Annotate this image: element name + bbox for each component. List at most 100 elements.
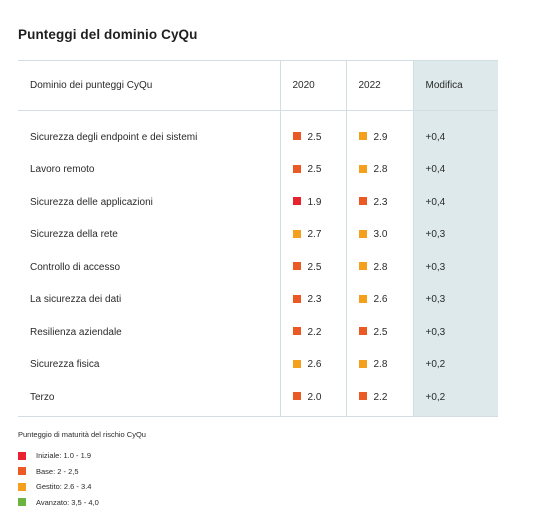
- score-2022-cell: 2.8: [345, 153, 413, 186]
- score-value: 2.2: [373, 391, 388, 403]
- table-row: Sicurezza delle applicazioni 1.9 2.3 +0,4: [18, 186, 498, 219]
- maturity-square-icon: [292, 359, 301, 368]
- score-value: 3.0: [373, 229, 388, 241]
- maturity-square-icon: [358, 164, 367, 173]
- maturity-square-icon: [358, 294, 367, 303]
- maturity-square-icon: [358, 392, 367, 401]
- score-2020-cell: 2.2: [279, 316, 346, 349]
- score-value: 2.5: [373, 326, 388, 338]
- maturity-square-icon: [358, 359, 367, 368]
- domain-cell: Resilienza aziendale: [30, 326, 122, 338]
- score-2020-cell: 2.5: [279, 251, 346, 284]
- maturity-square-icon: [358, 262, 367, 271]
- legend-square-icon: [18, 467, 26, 476]
- change-cell: +0,3: [412, 316, 498, 349]
- score-2022-cell: 2.2: [345, 381, 413, 417]
- maturity-square-icon: [292, 392, 301, 401]
- legend-label: Avanzato: 3,5 - 4,0: [36, 497, 99, 507]
- legend: Punteggio di maturità del rischio CyQu I…: [18, 430, 146, 510]
- legend-square-icon: [18, 451, 26, 460]
- score-value: 2.5: [307, 261, 322, 273]
- maturity-square-icon: [292, 262, 301, 271]
- change-cell: +0,4: [412, 153, 498, 186]
- header-2020: 2020: [279, 60, 346, 111]
- score-2020-cell: 2.5: [279, 110, 346, 154]
- score-value: 2.6: [373, 294, 388, 306]
- change-cell: +0,3: [412, 218, 498, 251]
- change-cell: +0,4: [412, 110, 498, 154]
- change-cell: +0,2: [412, 348, 498, 381]
- legend-title: Punteggio di maturità del rischio CyQu: [18, 430, 146, 439]
- header-2022: 2022: [345, 60, 413, 111]
- page-title: Punteggi del dominio CyQu: [18, 27, 198, 42]
- change-cell: +0,3: [412, 283, 498, 316]
- maturity-square-icon: [358, 327, 367, 336]
- score-value: 2.2: [307, 326, 322, 338]
- maturity-square-icon: [292, 164, 301, 173]
- domain-cell: Sicurezza degli endpoint e dei sistemi: [30, 131, 198, 143]
- legend-label: Gestito: 2.6 - 3.4: [36, 482, 92, 492]
- legend-label: Base: 2 - 2,5: [36, 466, 79, 476]
- maturity-square-icon: [292, 197, 301, 206]
- score-2022-cell: 3.0: [345, 218, 413, 251]
- score-2022-cell: 2.8: [345, 348, 413, 381]
- change-cell: +0,2: [412, 381, 498, 417]
- change-cell: +0,3: [412, 251, 498, 284]
- legend-item: Base: 2 - 2,5: [18, 464, 146, 480]
- score-value: 2.6: [307, 359, 322, 371]
- score-2022-cell: 2.9: [345, 110, 413, 154]
- score-2020-cell: 2.5: [279, 153, 346, 186]
- domain-cell: La sicurezza dei dati: [30, 294, 122, 306]
- domain-cell: Sicurezza della rete: [30, 229, 118, 241]
- change-cell: +0,4: [412, 186, 498, 219]
- score-value: 1.9: [307, 196, 322, 208]
- maturity-square-icon: [292, 327, 301, 336]
- score-value: 2.7: [307, 229, 322, 241]
- domain-cell: Terzo: [18, 381, 280, 417]
- score-2022-cell: 2.3: [345, 186, 413, 219]
- score-value: 2.5: [307, 131, 322, 143]
- table-row: Sicurezza degli endpoint e dei sistemi 2.…: [18, 110, 498, 154]
- scores-table: Dominio dei punteggi CyQu 2020 2022 Modi…: [18, 60, 498, 417]
- maturity-square-icon: [358, 197, 367, 206]
- domain-cell: Sicurezza fisica: [30, 359, 100, 371]
- domain-cell: Sicurezza delle applicazioni: [30, 196, 153, 208]
- table-row: Terzo 2.0 2.2 +0,2: [18, 381, 498, 417]
- table-row: Controllo di accesso 2.5 2.8 +0,3: [18, 251, 498, 284]
- table-row: Sicurezza della rete 2.7 3.0 +0,3: [18, 218, 498, 251]
- maturity-square-icon: [358, 229, 367, 238]
- table-row: La sicurezza dei dati 2.3 2.6 +0,3: [18, 283, 498, 316]
- score-value: 2.8: [373, 261, 388, 273]
- legend-square-icon: [18, 482, 26, 491]
- score-value: 2.8: [373, 359, 388, 371]
- legend-square-icon: [18, 498, 26, 507]
- domain-cell: Controllo di accesso: [30, 261, 121, 273]
- score-value: 2.0: [307, 391, 322, 403]
- score-2020-cell: 2.3: [279, 283, 346, 316]
- score-2022-cell: 2.5: [345, 316, 413, 349]
- legend-label: Iniziale: 1.0 - 1.9: [36, 451, 92, 461]
- maturity-square-icon: [292, 229, 301, 238]
- score-value: 2.8: [373, 164, 388, 176]
- header-change: Modifica: [412, 60, 498, 111]
- legend-item: Iniziale: 1.0 - 1.9: [18, 448, 146, 464]
- score-2020-cell: 2.6: [279, 348, 346, 381]
- table-row: Sicurezza fisica 2.6 2.8 +0,2: [18, 348, 498, 381]
- maturity-square-icon: [358, 132, 367, 141]
- domain-cell: Lavoro remoto: [30, 164, 95, 176]
- score-value: 2.3: [307, 294, 322, 306]
- table-header-row: Dominio dei punteggi CyQu 2020 2022 Modi…: [18, 60, 498, 111]
- score-value: 2.9: [373, 131, 388, 143]
- table-row: Resilienza aziendale 2.2 2.5 +0,3: [18, 316, 498, 349]
- legend-item: Avanzato: 3,5 - 4,0: [18, 495, 146, 511]
- score-value: 2.5: [307, 164, 322, 176]
- score-2020-cell: 2.0: [279, 381, 346, 417]
- score-2020-cell: 1.9: [279, 186, 346, 219]
- maturity-square-icon: [292, 132, 301, 141]
- table-row: Lavoro remoto 2.5 2.8 +0,4: [18, 153, 498, 186]
- header-domain: Dominio dei punteggi CyQu: [18, 60, 280, 111]
- maturity-square-icon: [292, 294, 301, 303]
- score-2022-cell: 2.8: [345, 251, 413, 284]
- score-2022-cell: 2.6: [345, 283, 413, 316]
- score-value: 2.3: [373, 196, 388, 208]
